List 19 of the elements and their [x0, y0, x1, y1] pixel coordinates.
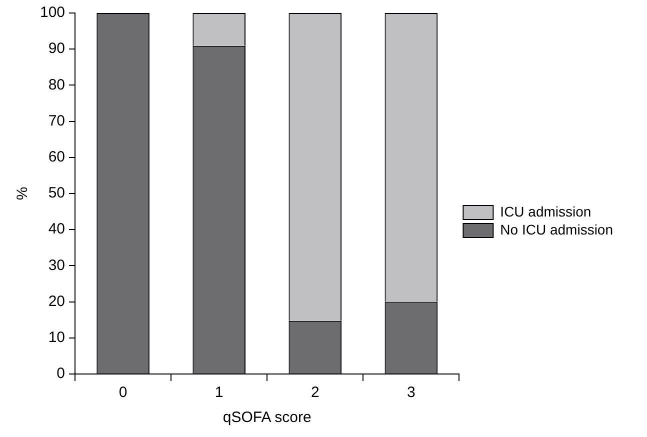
y-tick-label: 10 — [48, 329, 66, 346]
x-tick-label: 1 — [214, 384, 224, 402]
y-tick-label: 40 — [48, 220, 66, 238]
y-tick-label: 90 — [48, 40, 66, 58]
x-axis-title: qSOFA score — [222, 409, 312, 426]
y-tick-label: 60 — [48, 148, 66, 166]
y-tick-label: 20 — [48, 292, 66, 310]
x-tick-label: 0 — [118, 384, 128, 402]
y-tick-label: 70 — [48, 112, 66, 130]
legend-label: No ICU admission — [500, 221, 614, 238]
x-tick-label: 2 — [310, 384, 320, 402]
y-tick-label: 50 — [48, 184, 66, 202]
y-tick-label: 0 — [56, 365, 66, 382]
y-tick-label: 30 — [48, 256, 66, 274]
y-tick-label: 80 — [48, 76, 66, 94]
y-axis-title: % — [14, 186, 32, 200]
y-tick-label: 100 — [40, 4, 66, 22]
legend-label: ICU admission — [500, 203, 592, 220]
x-tick-label: 3 — [406, 384, 416, 402]
